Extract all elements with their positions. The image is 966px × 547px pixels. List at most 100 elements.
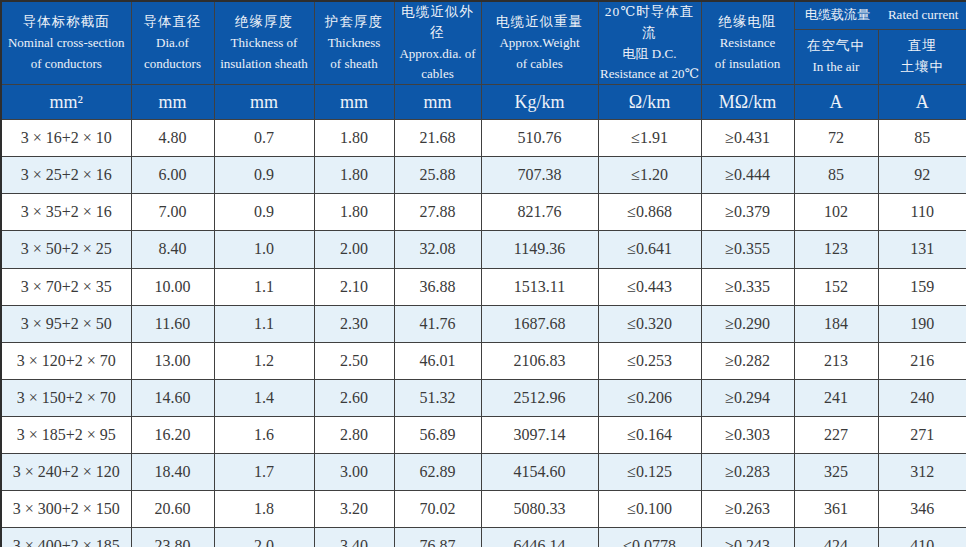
cell: 2.60 bbox=[314, 379, 394, 416]
header-en: Thickness of bbox=[215, 33, 314, 53]
col-header-rated-current-group: 电缆载流量 Rated current bbox=[794, 1, 966, 29]
cell: 3 × 70+2 × 35 bbox=[1, 268, 131, 305]
cell: 3 × 16+2 × 10 bbox=[1, 120, 131, 157]
cell: 1.8 bbox=[214, 491, 314, 528]
cell: 85 bbox=[794, 157, 878, 194]
cell: ≤1.20 bbox=[598, 157, 701, 194]
cell: 25.88 bbox=[394, 157, 481, 194]
cell: 1.80 bbox=[314, 157, 394, 194]
cell: ≥0.431 bbox=[701, 120, 794, 157]
cell: ≥0.263 bbox=[701, 491, 794, 528]
cell: 325 bbox=[794, 453, 878, 490]
cell: 2512.96 bbox=[481, 379, 598, 416]
cell: 76.87 bbox=[394, 528, 481, 547]
cell: ≤0.0778 bbox=[598, 528, 701, 547]
cell: ≥0.444 bbox=[701, 157, 794, 194]
header-zh: 护套厚度 bbox=[315, 12, 394, 33]
cell: 1.80 bbox=[314, 194, 394, 231]
cell: 3 × 185+2 × 95 bbox=[1, 416, 131, 453]
cell: 1.1 bbox=[214, 305, 314, 342]
cell: 2.10 bbox=[314, 268, 394, 305]
cell: 213 bbox=[794, 342, 878, 379]
cell: 1687.68 bbox=[481, 305, 598, 342]
header-row-main: 导体标称截面 Nominal cross-section of conducto… bbox=[1, 1, 966, 29]
cell: 11.60 bbox=[131, 305, 214, 342]
cell: 0.9 bbox=[214, 157, 314, 194]
cell: 3.20 bbox=[314, 491, 394, 528]
unit-cell: mm bbox=[214, 85, 314, 120]
cell: 2.80 bbox=[314, 416, 394, 453]
cell: ≥0.283 bbox=[701, 453, 794, 490]
cell: ≤0.641 bbox=[598, 231, 701, 268]
header-zh: 20℃时导体直流 bbox=[599, 2, 701, 44]
cell: 85 bbox=[878, 120, 966, 157]
col-header-insulation-resistance: 绝缘电阻 Resistance of insulation bbox=[701, 1, 794, 85]
cell: 7.00 bbox=[131, 194, 214, 231]
header-en: Nominal cross-section bbox=[2, 33, 131, 53]
cell: ≤1.91 bbox=[598, 120, 701, 157]
header-en: conductors bbox=[132, 54, 214, 74]
header-zh: 直埋 bbox=[879, 36, 966, 57]
table-row: 3 × 35+2 × 167.000.91.8027.88821.76≤0.86… bbox=[1, 194, 966, 231]
cell: 312 bbox=[878, 453, 966, 490]
cell: 8.40 bbox=[131, 231, 214, 268]
header-en: Resistance bbox=[702, 33, 794, 53]
col-header-sheath-thickness: 护套厚度 Thickness of sheath bbox=[314, 1, 394, 85]
header-en: of insulation bbox=[702, 54, 794, 74]
cell: 1.4 bbox=[214, 379, 314, 416]
cell: 4.80 bbox=[131, 120, 214, 157]
header-zh: 在空气中 bbox=[795, 36, 878, 57]
cell: 3.00 bbox=[314, 453, 394, 490]
col-header-in-the-air: 在空气中 In the air bbox=[794, 29, 878, 84]
cell: 3 × 300+2 × 150 bbox=[1, 491, 131, 528]
header-zh: 导体直径 bbox=[132, 12, 214, 33]
col-header-buried-in-soil: 直埋 土壤中 bbox=[878, 29, 966, 84]
header-en: Resistance at 20℃ bbox=[599, 64, 701, 84]
rated-current-group-labels: 电缆载流量 Rated current bbox=[795, 6, 966, 24]
cell: 1149.36 bbox=[481, 231, 598, 268]
header-zh: 导体标称截面 bbox=[2, 12, 131, 33]
cell: 1.6 bbox=[214, 416, 314, 453]
cell: 13.00 bbox=[131, 342, 214, 379]
cell: 1.1 bbox=[214, 268, 314, 305]
cell: 20.60 bbox=[131, 491, 214, 528]
cell: 707.38 bbox=[481, 157, 598, 194]
cell: 3 × 400+2 × 185 bbox=[1, 528, 131, 547]
cell: 62.89 bbox=[394, 453, 481, 490]
cell: ≤0.443 bbox=[598, 268, 701, 305]
cell: 123 bbox=[794, 231, 878, 268]
cell: 27.88 bbox=[394, 194, 481, 231]
cable-spec-table: 导体标称截面 Nominal cross-section of conducto… bbox=[0, 0, 966, 547]
table-row: 3 × 16+2 × 104.800.71.8021.68510.76≤1.91… bbox=[1, 120, 966, 157]
header-en: of conductors bbox=[2, 54, 131, 74]
table-header: 导体标称截面 Nominal cross-section of conducto… bbox=[1, 1, 966, 120]
units-row: mm² mm mm mm mm Kg/km Ω/km MΩ/km A A bbox=[1, 85, 966, 120]
cell: 510.76 bbox=[481, 120, 598, 157]
cell: ≤0.206 bbox=[598, 379, 701, 416]
cell: 240 bbox=[878, 379, 966, 416]
cell: 152 bbox=[794, 268, 878, 305]
cell: ≥0.379 bbox=[701, 194, 794, 231]
cell: ≥0.335 bbox=[701, 268, 794, 305]
cell: 92 bbox=[878, 157, 966, 194]
cell: 0.9 bbox=[214, 194, 314, 231]
cell: 5080.33 bbox=[481, 491, 598, 528]
cell: 3 × 120+2 × 70 bbox=[1, 342, 131, 379]
cell: 10.00 bbox=[131, 268, 214, 305]
table-row: 3 × 185+2 × 9516.201.62.8056.893097.14≤0… bbox=[1, 416, 966, 453]
cell: 6.00 bbox=[131, 157, 214, 194]
col-header-nominal-cross-section: 导体标称截面 Nominal cross-section of conducto… bbox=[1, 1, 131, 85]
cell: 3 × 150+2 × 70 bbox=[1, 379, 131, 416]
cell: 184 bbox=[794, 305, 878, 342]
unit-cell: mm bbox=[131, 85, 214, 120]
col-header-dc-resistance: 20℃时导体直流 电阻 D.C. Resistance at 20℃ bbox=[598, 1, 701, 85]
cell: 32.08 bbox=[394, 231, 481, 268]
header-en: In the air bbox=[795, 57, 878, 77]
cell: 2.00 bbox=[314, 231, 394, 268]
col-header-insulation-thickness: 绝缘厚度 Thickness of insulation sheath bbox=[214, 1, 314, 85]
col-header-approx-diameter: 电缆近似外径 Approx.dia. of cables bbox=[394, 1, 481, 85]
cell: 1.0 bbox=[214, 231, 314, 268]
table-row: 3 × 150+2 × 7014.601.42.6051.322512.96≤0… bbox=[1, 379, 966, 416]
cell: 46.01 bbox=[394, 342, 481, 379]
cell: 271 bbox=[878, 416, 966, 453]
